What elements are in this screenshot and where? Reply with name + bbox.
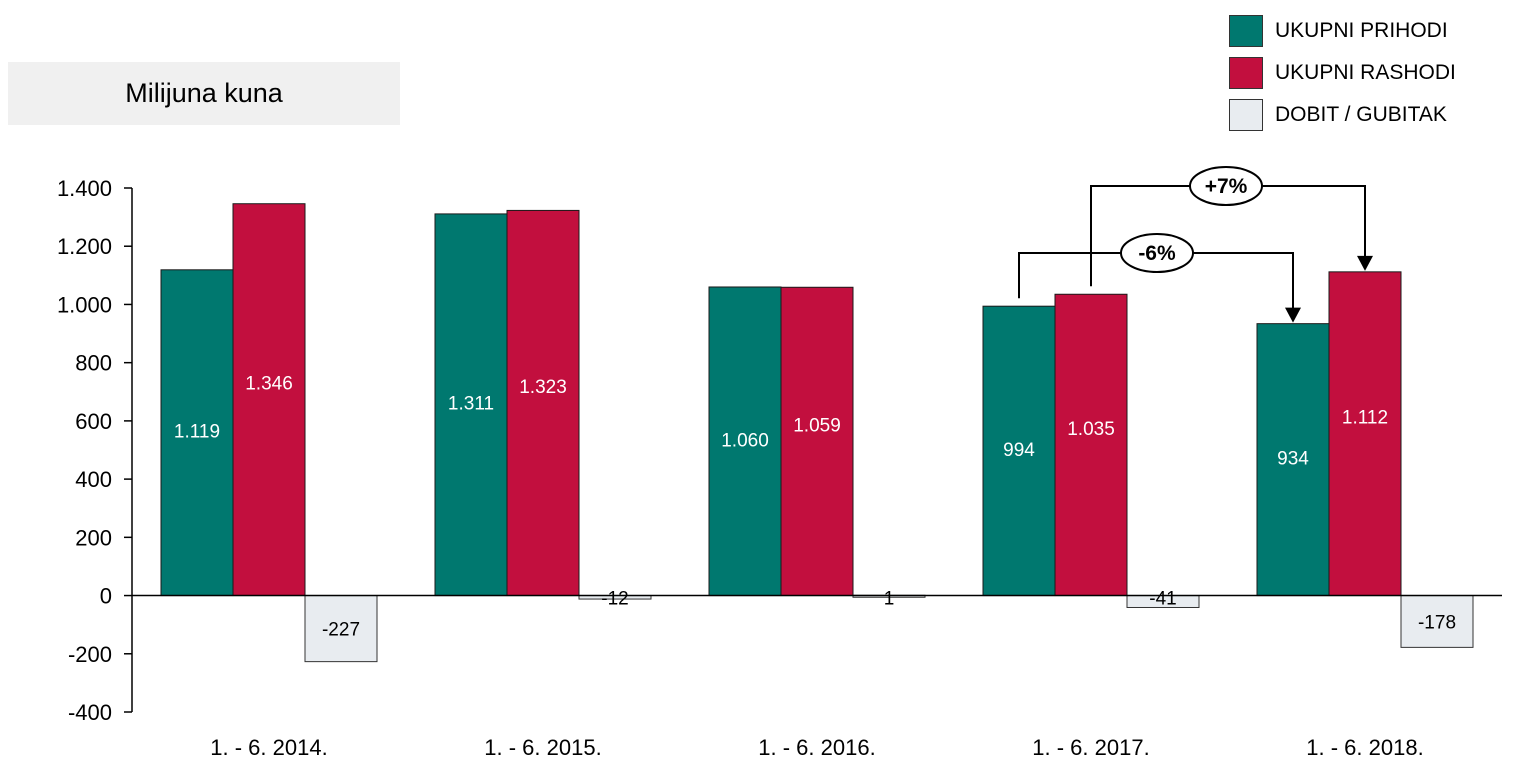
data-label: 1.323 xyxy=(519,377,567,398)
data-label: 1.119 xyxy=(174,422,220,443)
y-tick-label: 1.200 xyxy=(57,234,112,259)
legend-item-dobit: DOBIT / GUBITAK xyxy=(1229,94,1456,136)
data-label: 934 xyxy=(1277,449,1309,470)
data-label: 1 xyxy=(884,589,895,610)
unit-label: Milijuna kuna xyxy=(8,62,400,125)
legend-label-rashodi: UKUPNI RASHODI xyxy=(1275,61,1456,84)
annotation-plus7-text: +7% xyxy=(1205,175,1248,198)
bar-rashodi xyxy=(1328,271,1402,597)
y-tick-label: -200 xyxy=(68,642,112,667)
data-label: 1.311 xyxy=(448,394,494,415)
bar-rashodi xyxy=(232,203,306,597)
legend-label-prihodi: UKUPNI PRIHODI xyxy=(1275,19,1448,42)
annotation-minus6-arrowhead xyxy=(1285,307,1301,323)
legend-item-prihodi: UKUPNI PRIHODI xyxy=(1229,10,1456,52)
x-tick-label: 1. - 6. 2016. xyxy=(758,735,875,760)
y-tick-label: 1.400 xyxy=(57,176,112,201)
annotation-minus6-bubble xyxy=(1120,233,1194,273)
data-label: 1.112 xyxy=(1342,408,1388,429)
bar-dobit xyxy=(1400,595,1474,648)
data-label: -227 xyxy=(322,620,360,641)
legend: UKUPNI PRIHODI UKUPNI RASHODI DOBIT / GU… xyxy=(1229,10,1456,136)
data-label: -41 xyxy=(1149,589,1176,610)
bar-prihodi xyxy=(982,305,1056,597)
legend-swatch-rashodi xyxy=(1229,57,1263,89)
legend-label-dobit: DOBIT / GUBITAK xyxy=(1275,103,1447,126)
legend-item-rashodi: UKUPNI RASHODI xyxy=(1229,52,1456,94)
x-tick-label: 1. - 6. 2014. xyxy=(210,735,327,760)
annotation-plus7-arrowhead xyxy=(1357,255,1373,271)
data-label: -178 xyxy=(1418,612,1456,633)
bar-prihodi xyxy=(434,213,508,597)
y-tick-label: -400 xyxy=(68,700,112,725)
y-tick-label: 200 xyxy=(75,525,112,550)
annotation-minus6-text: -6% xyxy=(1138,242,1176,265)
data-label: 1.060 xyxy=(721,430,769,451)
y-tick-label: 600 xyxy=(75,409,112,434)
annotation-plus7-bubble xyxy=(1189,166,1263,206)
legend-swatch-prihodi xyxy=(1229,15,1263,47)
bar-prihodi xyxy=(708,286,782,597)
data-label: -12 xyxy=(601,589,628,610)
x-tick-label: 1. - 6. 2018. xyxy=(1306,735,1423,760)
bar-prihodi xyxy=(160,269,234,597)
data-label: 1.059 xyxy=(793,415,841,436)
data-label: 1.346 xyxy=(245,374,293,395)
y-tick-label: 0 xyxy=(100,584,112,609)
y-tick-label: 1.000 xyxy=(57,292,112,317)
data-label: 1.035 xyxy=(1067,419,1115,440)
bar-rashodi xyxy=(506,209,580,597)
x-tick-label: 1. - 6. 2015. xyxy=(484,735,601,760)
y-tick-label: 800 xyxy=(75,351,112,376)
y-tick-label: 400 xyxy=(75,467,112,492)
data-label: 994 xyxy=(1003,440,1035,461)
x-tick-label: 1. - 6. 2017. xyxy=(1032,735,1149,760)
bar-dobit xyxy=(304,595,378,663)
legend-swatch-dobit xyxy=(1229,99,1263,131)
bar-prihodi xyxy=(1256,323,1330,597)
bar-rashodi xyxy=(1054,293,1128,597)
bar-rashodi xyxy=(780,286,854,597)
